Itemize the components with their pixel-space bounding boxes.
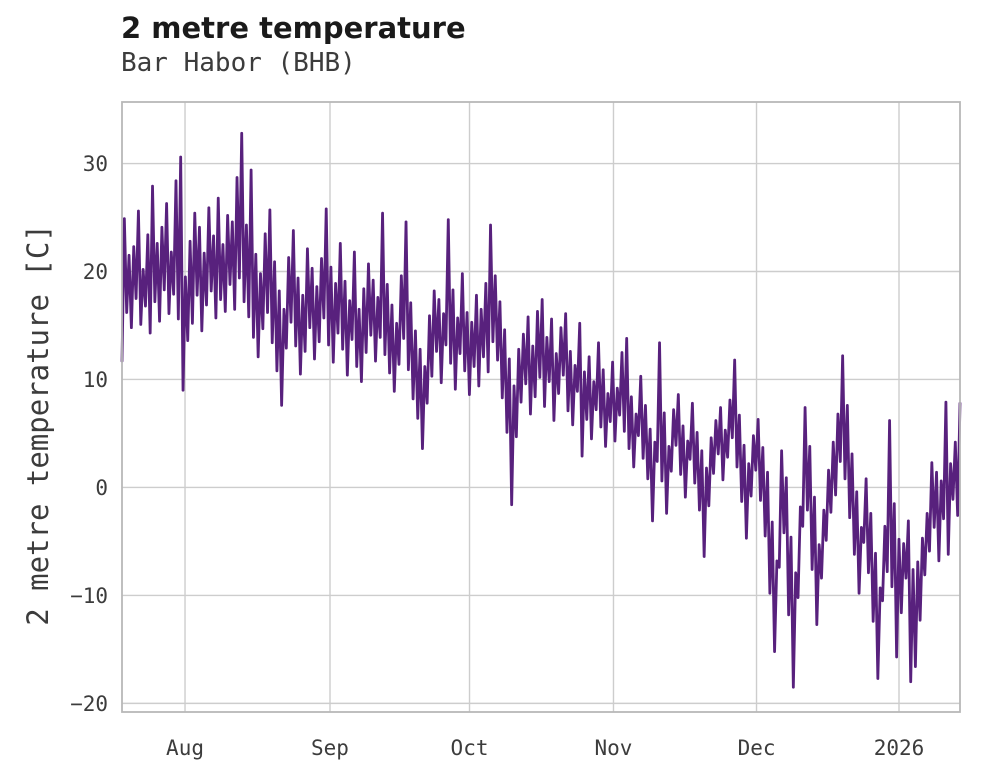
y-tick-label: −20 — [70, 692, 108, 716]
y-axis: 30 20 10 0 −10 −20 — [70, 152, 108, 716]
gridlines — [122, 102, 960, 712]
x-tick-label: Sep — [311, 736, 349, 760]
x-tick-label: Aug — [166, 736, 204, 760]
x-axis: Aug Sep Oct Nov Dec 2026 — [166, 736, 924, 760]
y-tick-label: 0 — [95, 476, 108, 500]
y-tick-label: 30 — [83, 152, 108, 176]
chart-title: 2 metre temperature — [121, 11, 466, 45]
y-tick-label: 10 — [83, 368, 108, 392]
x-tick-label: Dec — [738, 736, 776, 760]
x-tick-label: Oct — [451, 736, 489, 760]
chart-subtitle: Bar Habor (BHB) — [121, 48, 356, 78]
axes-spines — [121, 101, 961, 713]
x-tick-label: Nov — [595, 736, 633, 760]
x-tick-label: 2026 — [874, 736, 925, 760]
y-axis-label: 2 metre temperature [C] — [21, 224, 55, 626]
temperature-line — [120, 131, 962, 689]
temperature-series — [120, 131, 962, 689]
y-tick-label: −10 — [70, 584, 108, 608]
y-tick-label: 20 — [83, 260, 108, 284]
